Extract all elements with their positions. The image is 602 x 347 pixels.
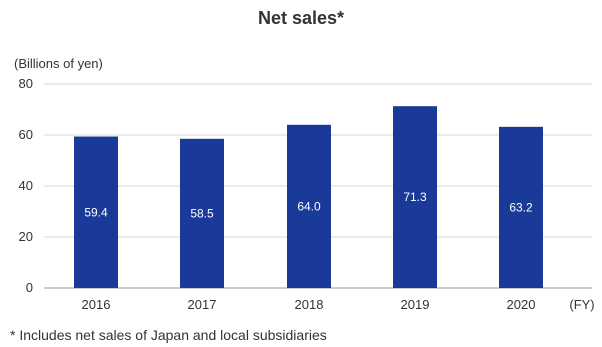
- bar-2016: [74, 136, 118, 288]
- y-tick-label: 20: [19, 229, 33, 244]
- footnote: * Includes net sales of Japan and local …: [10, 327, 327, 343]
- bar-2019: [393, 106, 437, 288]
- x-tick-label: 2017: [188, 297, 217, 312]
- x-tick-label: 2019: [401, 297, 430, 312]
- y-tick-label: 0: [26, 280, 33, 295]
- x-tick-label: 2018: [295, 297, 324, 312]
- y-tick-label: 40: [19, 178, 33, 193]
- bar-data-label: 71.3: [403, 190, 427, 204]
- bar-data-label: 64.0: [297, 199, 321, 213]
- x-axis-unit-label: (FY): [569, 297, 594, 312]
- x-tick-label: 2020: [507, 297, 536, 312]
- y-tick-label: 80: [19, 76, 33, 91]
- bar-2018: [287, 124, 331, 288]
- y-tick-labels: 0 20 40 60 80: [19, 76, 33, 295]
- bar-data-label: 63.2: [509, 200, 533, 214]
- y-tick-label: 60: [19, 127, 33, 142]
- bar-data-label: 58.5: [190, 206, 214, 220]
- bar-data-label: 59.4: [84, 205, 108, 219]
- bar-data-labels: 59.4 58.5 64.0 71.3 63.2: [84, 190, 533, 220]
- bar-2020: [499, 126, 543, 288]
- bars: [74, 106, 543, 288]
- x-tick-labels: 2016 2017 2018 2019 2020 (FY): [82, 297, 595, 312]
- bar-2017: [180, 138, 224, 288]
- y-axis-unit-label: (Billions of yen): [14, 56, 103, 71]
- x-tick-label: 2016: [82, 297, 111, 312]
- chart-title: Net sales*: [257, 8, 345, 28]
